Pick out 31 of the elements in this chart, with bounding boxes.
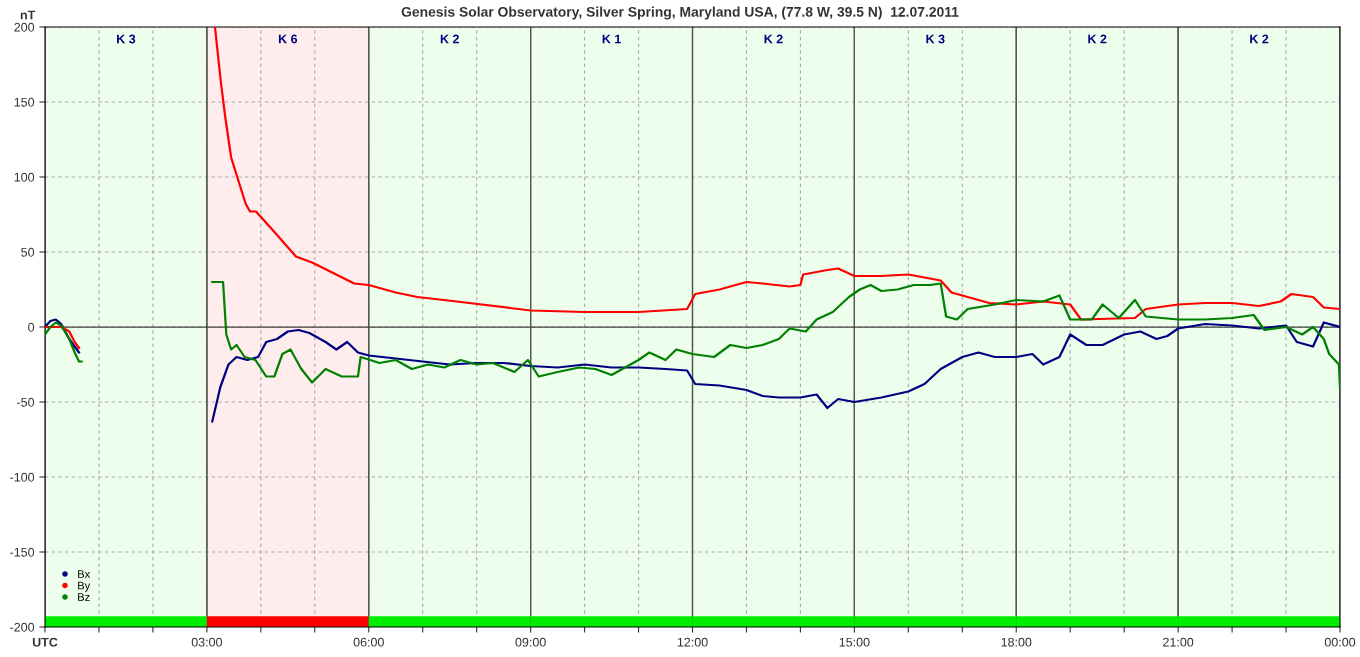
y-tick-label: 50 xyxy=(21,247,35,257)
x-tick-label: 12:00 xyxy=(677,637,708,647)
band-label: K 2 xyxy=(1250,34,1269,44)
x-tick-label: 15:00 xyxy=(839,637,870,647)
band-label: K 3 xyxy=(117,34,136,44)
x-tick-label: 21:00 xyxy=(1163,637,1194,647)
chart-title: Genesis Solar Observatory, Silver Spring, Maryland USA, (77.8 W, 39.5 N) 12.07.2011 xyxy=(401,6,959,20)
band-label: K 6 xyxy=(278,34,298,44)
x-tick-label: 03:00 xyxy=(191,637,223,647)
legend-label: By xyxy=(78,581,91,592)
x-tick-label: UTC xyxy=(32,637,58,647)
band-label: K 2 xyxy=(440,34,459,44)
legend-label: Bx xyxy=(78,570,91,578)
legend-label: Bz xyxy=(78,593,90,601)
x-tick-label: 09:00 xyxy=(515,637,546,647)
x-tick-label: 06:00 xyxy=(353,637,384,647)
y-tick-label: 100 xyxy=(14,172,35,182)
x-tick-label: 18:00 xyxy=(1001,637,1032,647)
y-tick-label: -150 xyxy=(10,547,35,557)
band-label: K 2 xyxy=(764,34,783,44)
y-tick-label: -100 xyxy=(10,472,35,482)
band-label: K 2 xyxy=(1088,34,1107,44)
y-tick-label: -50 xyxy=(17,397,35,407)
band-label: K 1 xyxy=(602,34,621,44)
y-tick-label: 150 xyxy=(14,97,35,107)
y-tick-label: 200 xyxy=(14,22,35,32)
y-axis-title: nT xyxy=(20,10,36,20)
band-label: K 3 xyxy=(926,34,945,44)
x-tick-label: 00:00 xyxy=(1324,637,1356,647)
y-tick-label: 0 xyxy=(28,322,35,332)
y-tick-label: -200 xyxy=(10,622,35,632)
